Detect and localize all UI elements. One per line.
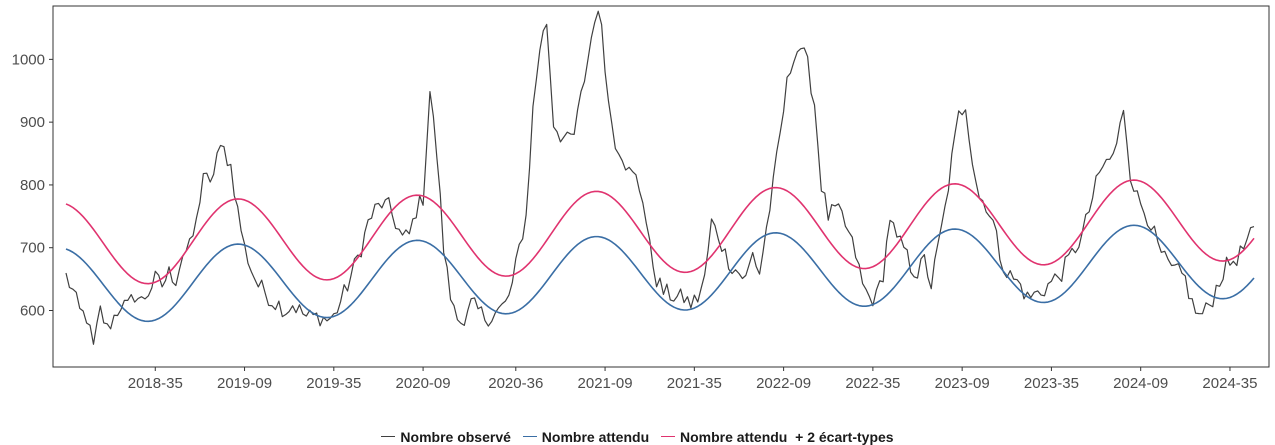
legend-key-observed — [381, 436, 396, 437]
legend-key-expected — [522, 436, 537, 437]
legend-key-threshold — [661, 436, 676, 437]
series-layer — [65, 10, 1255, 345]
x-axis: 2018-35 2019-09 2019-35 2020-09 2020-36 2021-… — [128, 367, 1257, 392]
y-axis: 600 700 800 900 1000 — [12, 51, 53, 319]
legend-item-expected: Nombre attendu — [522, 428, 650, 445]
series-threshold-line — [65, 179, 1255, 285]
series-observed-line — [65, 10, 1255, 345]
x-tick-label: 2020-09 — [396, 375, 451, 392]
plot-panel-border — [52, 5, 1270, 368]
x-tick-label: 2018-35 — [128, 375, 183, 392]
legend: Nombre observé Nombre attendu Nombre att… — [0, 424, 1275, 445]
x-tick-label: 2024-35 — [1202, 375, 1257, 392]
y-tick-label: 1000 — [12, 51, 45, 68]
series-expected-line — [65, 224, 1255, 323]
y-tick-label: 900 — [20, 114, 45, 131]
x-tick-label: 2021-35 — [667, 375, 722, 392]
legend-label-observed: Nombre observé — [400, 428, 511, 445]
legend-label-threshold: Nombre attendu + 2 écart-types — [680, 428, 894, 445]
legend-item-threshold: Nombre attendu + 2 écart-types — [661, 429, 894, 445]
x-tick-label: 2023-09 — [935, 375, 990, 392]
x-tick-label: 2024-09 — [1113, 375, 1168, 392]
y-tick-label: 800 — [20, 177, 45, 194]
legend-item-observed: Nombre observé — [381, 428, 511, 445]
x-tick-label: 2022-35 — [845, 375, 900, 392]
legend-label-expected: Nombre attendu — [541, 428, 650, 445]
x-tick-label: 2022-09 — [756, 375, 811, 392]
x-tick-label: 2023-35 — [1024, 375, 1079, 392]
x-tick-label: 2019-35 — [306, 375, 361, 392]
x-tick-label: 2020-36 — [488, 375, 543, 392]
x-tick-label: 2021-09 — [578, 375, 633, 392]
x-tick-label: 2019-09 — [217, 375, 272, 392]
y-tick-label: 700 — [20, 240, 45, 257]
y-tick-label: 600 — [20, 302, 45, 319]
